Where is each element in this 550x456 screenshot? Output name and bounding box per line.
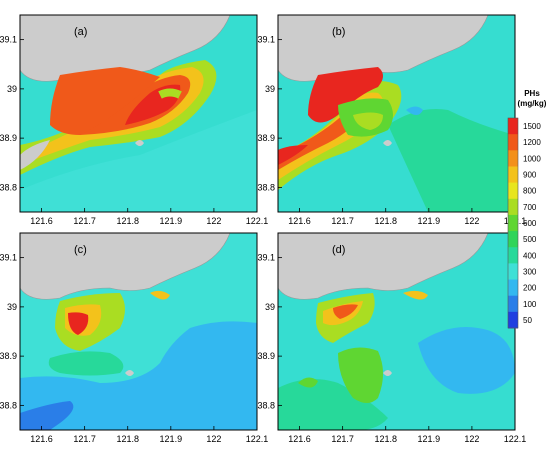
colorbar-swatch-7 <box>508 231 518 248</box>
panel-label-d: (d) <box>332 244 345 256</box>
x-tick-label-d-2: 121.8 <box>374 434 397 444</box>
panel-b: 121.6121.7121.8121.9122122.139.13938.938… <box>257 14 526 226</box>
colorbar-label-4: 800 <box>523 187 537 196</box>
y-tick-label-c-2: 38.9 <box>0 351 17 361</box>
colorbar-label-11: 100 <box>523 300 537 309</box>
colorbar-label-6: 600 <box>523 219 537 228</box>
panel-c: 121.6 121.7 121.8 121.9 122 122.1 39.1 39 38.9 38… <box>0 232 269 444</box>
colorbar-title: PHs <box>524 89 540 98</box>
colorbar-label-2: 1000 <box>523 154 541 163</box>
colorbar-unit: (mg/kg) <box>518 99 547 108</box>
y-tick-label-d-1: 39 <box>265 302 275 312</box>
x-tick-label-a-4: 122 <box>206 216 221 226</box>
x-tick-label-c-1: 121.7 <box>73 434 96 444</box>
colorbar: PHs (mg/kg) 1500 1200 1000 900 800 700 600 500 4… <box>507 89 547 329</box>
x-tick-label-c-4: 122 <box>206 434 221 444</box>
colorbar-label-12: 50 <box>523 316 532 325</box>
x-tick-label-a-1: 121.7 <box>73 216 96 226</box>
panel-a: 121.6 121.7 121.8 121.9 122 122.1 39.1 39 38.9 38… <box>0 14 269 226</box>
x-tick-label-a-2: 121.8 <box>116 216 139 226</box>
colorbar-swatch-9 <box>508 263 518 281</box>
x-tick-label-d-1: 121.7 <box>331 434 354 444</box>
colorbar-swatch-4 <box>508 182 518 200</box>
y-tick-label-a-0: 39.1 <box>0 35 17 45</box>
x-tick-label-d-3: 121.9 <box>418 434 441 444</box>
colorbar-swatch-5 <box>508 198 518 216</box>
colorbar-swatch-6 <box>508 214 518 232</box>
panel-label-c: (c) <box>74 244 87 256</box>
y-tick-label-a-2: 38.9 <box>0 133 17 143</box>
y-tick-label-d-3: 38.8 <box>257 400 275 410</box>
colorbar-swatch-3 <box>508 166 518 184</box>
y-tick-label-b-0: 39.1 <box>257 35 275 45</box>
colorbar-swatch-10 <box>508 279 518 297</box>
x-tick-label-a-3: 121.9 <box>160 216 183 226</box>
colorbar-swatch-2 <box>508 150 518 167</box>
panel-label-b: (b) <box>332 26 345 38</box>
x-tick-label-d-5: 122.1 <box>504 434 527 444</box>
y-tick-label-b-2: 38.9 <box>257 133 275 143</box>
colorbar-label-5: 700 <box>523 203 537 212</box>
x-tick-label-c-0: 121.6 <box>30 434 53 444</box>
y-tick-label-b-1: 39 <box>265 84 275 94</box>
y-tick-label-a-1: 39 <box>7 84 17 94</box>
colorbar-swatch-8 <box>508 247 518 264</box>
colorbar-swatch-11 <box>508 295 518 313</box>
panel-label-a: (a) <box>74 26 87 38</box>
y-tick-label-a-3: 38.8 <box>0 182 17 192</box>
x-tick-label-b-0: 121.6 <box>288 216 311 226</box>
colorbar-label-10: 200 <box>523 284 537 293</box>
colorbar-label-3: 900 <box>523 171 537 180</box>
colorbar-frame <box>507 117 519 329</box>
colorbar-label-7: 500 <box>523 235 537 244</box>
x-tick-label-c-5: 122.1 <box>246 434 269 444</box>
x-tick-label-b-4: 122 <box>464 216 479 226</box>
x-tick-label-c-2: 121.8 <box>116 434 139 444</box>
x-tick-label-d-0: 121.6 <box>288 434 311 444</box>
y-tick-label-c-1: 39 <box>7 302 17 312</box>
y-tick-label-c-3: 38.8 <box>0 400 17 410</box>
colorbar-label-9: 300 <box>523 267 537 276</box>
colorbar-label-0: 1500 <box>523 122 541 131</box>
colorbar-label-8: 400 <box>523 251 537 260</box>
x-tick-label-c-3: 121.9 <box>160 434 183 444</box>
x-tick-label-a-0: 121.6 <box>30 216 53 226</box>
x-tick-label-b-3: 121.9 <box>418 216 441 226</box>
y-tick-label-b-3: 38.8 <box>257 182 275 192</box>
colorbar-swatch-1 <box>508 134 518 151</box>
x-tick-label-d-4: 122 <box>464 434 479 444</box>
y-tick-label-d-0: 39.1 <box>257 253 275 263</box>
colorbar-swatch-12 <box>508 311 518 329</box>
x-tick-label-b-2: 121.8 <box>374 216 397 226</box>
x-tick-label-a-5: 122.1 <box>246 216 269 226</box>
y-tick-label-c-0: 39.1 <box>0 253 17 263</box>
colorbar-label-1: 1200 <box>523 138 541 147</box>
x-tick-label-b-1: 121.7 <box>331 216 354 226</box>
y-tick-label-d-2: 38.9 <box>257 351 275 361</box>
panel-d: 121.6 121.7 121.8 121.9 122 122.1 39.1 39 38.9 38… <box>257 232 527 444</box>
colorbar-swatch-0 <box>508 118 518 135</box>
